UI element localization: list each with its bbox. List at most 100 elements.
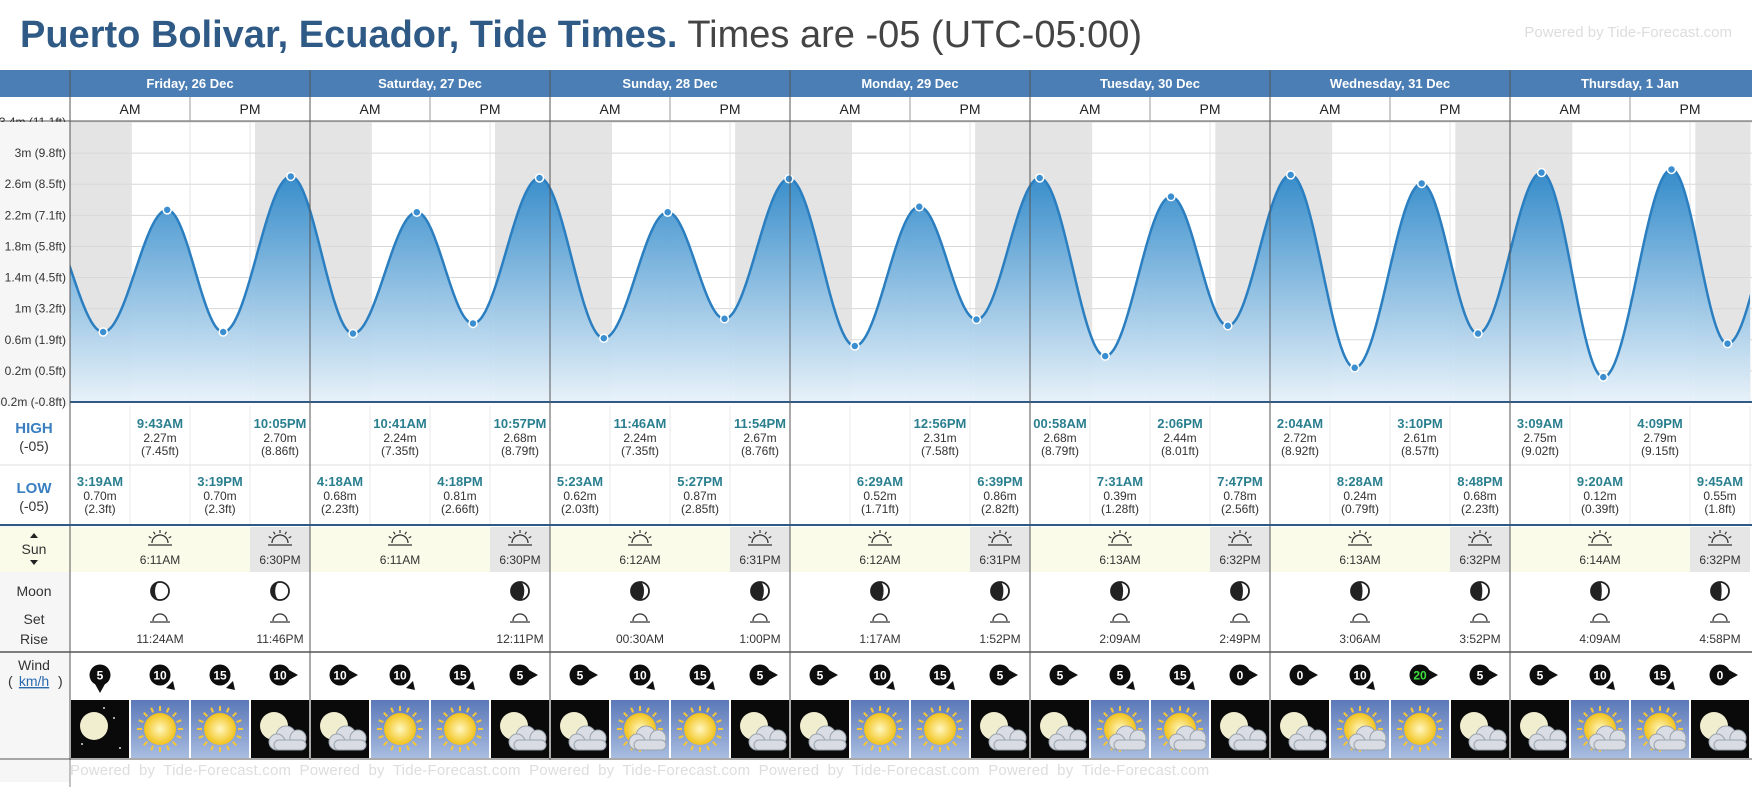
sun-ray-glyph: [412, 741, 417, 746]
sun-ray-glyph: [1638, 734, 1644, 739]
moon-phase-icon: [270, 581, 290, 601]
sun-ray-glyph: [138, 734, 144, 739]
sun-ray-glyph: [1338, 719, 1344, 724]
sun-ray: [1128, 535, 1132, 539]
sunset-time: 6:32PM: [1219, 553, 1260, 567]
wind-arrow-icon: [1606, 681, 1615, 690]
weather-icon-night-cloudy: [1691, 700, 1749, 758]
wind-unit-paren: ): [58, 673, 63, 689]
wind-arrow-icon: [466, 681, 475, 690]
sun-ray-glyph: [1410, 707, 1415, 713]
cloud-base: [813, 739, 847, 751]
moon-phase-icon: [870, 581, 890, 601]
sun-ray-glyph: [623, 741, 628, 746]
sun-ray: [1232, 531, 1236, 535]
watermark-bottom: Powered by Tide-Forecast.com Powered by …: [70, 762, 1210, 779]
sun-ray-glyph: [476, 719, 482, 724]
day-header-label: Monday, 29 Dec: [861, 76, 958, 91]
sun-ray-glyph: [390, 707, 395, 713]
wind-marker: 0: [1709, 664, 1738, 686]
sun-arc: [1111, 534, 1129, 544]
weather-icon-sunny: [911, 700, 969, 758]
high-tide-time: 12:56PM: [914, 416, 967, 431]
low-tide-meters: 0.39m: [1103, 489, 1136, 503]
sun-ray-glyph: [378, 719, 384, 724]
wind-unit-paren: (: [8, 673, 13, 689]
wind-speed: 20: [1413, 669, 1427, 683]
sun-glyph: [924, 713, 956, 745]
sun-ray-glyph: [198, 719, 204, 724]
sun-ray: [992, 531, 996, 535]
cloud-base: [1713, 739, 1747, 751]
wind-disc: [869, 664, 891, 686]
pm-label: PM: [1200, 101, 1221, 117]
wind-unit-link[interactable]: km/h: [19, 673, 49, 689]
sun-ray: [284, 531, 288, 535]
sun-ray-glyph: [1612, 712, 1617, 717]
cloud-base: [1653, 739, 1687, 751]
wind-speed: 5: [757, 669, 764, 683]
wind-marker: 5: [569, 664, 598, 686]
moonrise-icon: [1230, 613, 1250, 623]
sun-ray-glyph: [203, 712, 208, 717]
sun-ray-glyph: [623, 712, 628, 717]
wind-marker: 10: [389, 664, 415, 690]
moon-shadow: [1471, 582, 1483, 600]
sun-ray: [1112, 531, 1116, 535]
wind-arrow-icon: [706, 681, 715, 690]
sunset-icon: [1468, 530, 1492, 546]
sun-ray-glyph: [1436, 734, 1442, 739]
low-tide-meters: 0.55m: [1703, 489, 1736, 503]
cloud-base: [1053, 739, 1087, 751]
weather-icon-sunny-cloudy: [1091, 700, 1149, 758]
wind-disc: [1409, 664, 1431, 686]
sun-arc: [871, 534, 889, 544]
wind-marker: 5: [809, 664, 838, 686]
sun-ray-glyph: [443, 741, 448, 746]
high-tide-meters: 2.79m: [1643, 431, 1676, 445]
moon-phase-icon: [1470, 581, 1490, 601]
sunset-indicator: [30, 560, 38, 565]
moon-arc: [1232, 613, 1248, 622]
am-label: AM: [120, 101, 141, 117]
sun-ray-glyph: [1098, 719, 1104, 724]
sun-ray: [524, 531, 528, 535]
cloud-glyph: [1468, 725, 1507, 751]
weather-icon-sunny-cloudy: [611, 700, 669, 758]
sun-ray-glyph: [236, 719, 242, 724]
moon-arc: [872, 613, 888, 622]
sun-ray-glyph: [405, 745, 410, 751]
sun-ray-glyph: [390, 745, 395, 751]
sunrise-time: 6:13AM: [1099, 553, 1140, 567]
low-tide-feet: (2.3ft): [204, 502, 235, 516]
sun-arc: [511, 534, 529, 544]
sun-ray: [508, 535, 512, 539]
moonrise-icon: [870, 613, 890, 623]
high-tide-meters: 2.27m: [143, 431, 176, 445]
wind-disc: [149, 664, 171, 686]
cloud-glyph: [628, 725, 667, 751]
wind-speed: 10: [153, 669, 167, 683]
low-tide-time: 6:39PM: [977, 474, 1023, 489]
tide-area: [70, 169, 1750, 402]
low-row-label: LOW: [17, 480, 53, 497]
moonrise-icon: [510, 613, 530, 623]
moon-arc: [152, 613, 168, 622]
low-tide-point: [468, 318, 478, 329]
sun-ray-glyph: [956, 734, 962, 739]
sun-ray-glyph: [618, 734, 624, 739]
wind-arrow-icon: [1549, 670, 1558, 680]
sun-ray-glyph: [465, 707, 470, 713]
sun-ray-glyph: [952, 712, 957, 717]
moon-shadow: [271, 582, 280, 600]
weather-icon-night-cloudy: [1511, 700, 1569, 758]
sun-ray-glyph: [618, 719, 624, 724]
weather-icon-night-cloudy: [1211, 700, 1269, 758]
sun-ray-glyph: [716, 719, 722, 724]
low-tide-time: 7:31AM: [1097, 474, 1143, 489]
high-tide-feet: (7.45ft): [141, 444, 179, 458]
sun-ray-glyph: [1338, 734, 1344, 739]
high-tide-time: 9:43AM: [137, 416, 183, 431]
sun-ray: [1228, 535, 1232, 539]
